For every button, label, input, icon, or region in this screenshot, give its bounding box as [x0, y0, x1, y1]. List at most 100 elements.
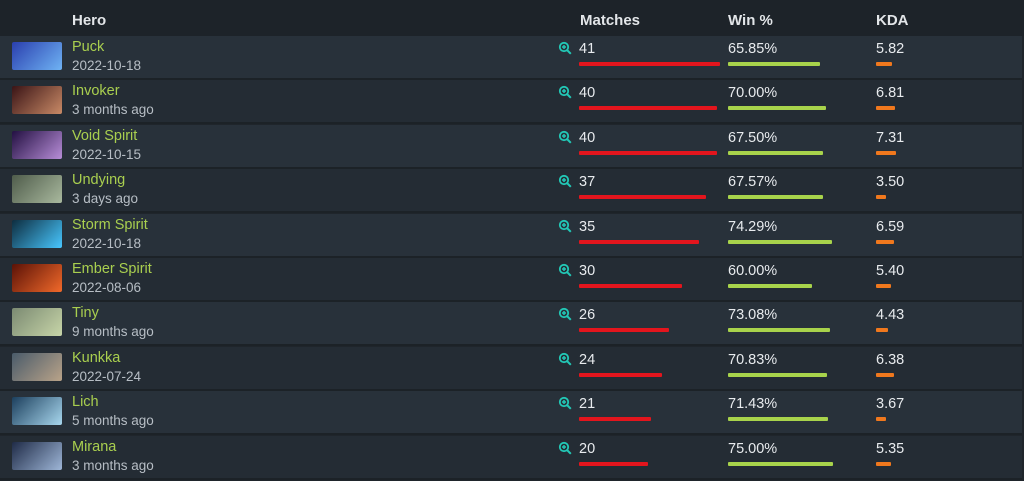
magnifier-plus-icon[interactable] [558, 85, 572, 99]
hero-portrait-image [12, 308, 62, 336]
hero-portrait-image [12, 131, 62, 159]
hero-portrait[interactable] [12, 442, 62, 470]
hero-portrait[interactable] [12, 308, 62, 336]
matches-value: 41 [579, 41, 596, 57]
magnifier-plus-icon[interactable] [558, 396, 572, 410]
matches-value: 40 [579, 130, 596, 146]
winrate-bar [728, 240, 832, 244]
winrate-bar [728, 151, 823, 155]
last-played-date: 2022-10-18 [72, 58, 142, 73]
hero-portrait-image [12, 264, 62, 292]
table-row[interactable]: Tiny 9 months ago 26 73.08% 4.43 [0, 302, 1022, 346]
matches-bar [579, 373, 662, 377]
winrate-value: 74.29% [728, 219, 778, 235]
table-row[interactable]: Lich 5 months ago 21 71.43% 3.67 [0, 391, 1022, 435]
hero-name-link[interactable]: Kunkka [72, 350, 121, 366]
magnifier-plus-icon[interactable] [558, 263, 572, 277]
hero-portrait[interactable] [12, 353, 62, 381]
kda-bar [876, 106, 895, 110]
kda-bar [876, 462, 891, 466]
kda-bar [876, 284, 891, 288]
hero-name-link[interactable]: Undying [72, 172, 126, 188]
hero-portrait-image [12, 353, 62, 381]
matches-bar [579, 62, 720, 66]
matches-value: 40 [579, 85, 596, 101]
magnifier-plus-icon[interactable] [558, 219, 572, 233]
kda-bar [876, 417, 886, 421]
hero-name-link[interactable]: Storm Spirit [72, 217, 148, 233]
last-played-date: 2022-08-06 [72, 280, 142, 295]
matches-value: 30 [579, 263, 596, 279]
last-played-date: 3 months ago [72, 102, 154, 117]
magnifier-plus-icon[interactable] [558, 41, 572, 55]
hero-portrait-image [12, 42, 62, 70]
table-header: Hero Matches Win % KDA [0, 0, 1024, 36]
kda-bar [876, 240, 894, 244]
magnifier-plus-icon[interactable] [558, 130, 572, 144]
magnifier-plus-icon[interactable] [558, 307, 572, 321]
hero-name-link[interactable]: Lich [72, 394, 99, 410]
table-row[interactable]: Puck 2022-10-18 41 65.85% 5.82 [0, 36, 1022, 80]
winrate-value: 75.00% [728, 441, 778, 457]
kda-value: 6.81 [876, 85, 905, 101]
magnifier-plus-icon[interactable] [558, 352, 572, 366]
last-played-date: 5 months ago [72, 413, 154, 428]
table-row[interactable]: Mirana 3 months ago 20 75.00% 5.35 [0, 436, 1022, 480]
hero-portrait[interactable] [12, 264, 62, 292]
kda-value: 5.82 [876, 41, 905, 57]
hero-name-link[interactable]: Mirana [72, 439, 117, 455]
matches-value: 20 [579, 441, 596, 457]
winrate-value: 60.00% [728, 263, 778, 279]
winrate-bar [728, 417, 828, 421]
table-row[interactable]: Invoker 3 months ago 40 70.00% 6.81 [0, 80, 1022, 124]
hero-portrait[interactable] [12, 220, 62, 248]
hero-name-link[interactable]: Tiny [72, 305, 99, 321]
hero-portrait-image [12, 397, 62, 425]
hero-portrait-image [12, 86, 62, 114]
header-matches[interactable]: Matches [580, 12, 641, 29]
matches-bar [579, 284, 682, 288]
winrate-value: 73.08% [728, 307, 778, 323]
hero-name-link[interactable]: Ember Spirit [72, 261, 152, 277]
winrate-bar [728, 284, 812, 288]
table-row[interactable]: Kunkka 2022-07-24 24 70.83% 6.38 [0, 347, 1022, 391]
magnifier-plus-icon[interactable] [558, 441, 572, 455]
hero-portrait[interactable] [12, 175, 62, 203]
winrate-bar [728, 373, 827, 377]
hero-portrait[interactable] [12, 86, 62, 114]
winrate-value: 70.00% [728, 85, 778, 101]
hero-portrait[interactable] [12, 42, 62, 70]
hero-portrait-image [12, 175, 62, 203]
last-played-date: 3 days ago [72, 191, 139, 206]
table-row[interactable]: Ember Spirit 2022-08-06 30 60.00% 5.40 [0, 258, 1022, 302]
winrate-value: 67.50% [728, 130, 778, 146]
last-played-date: 2022-10-15 [72, 147, 142, 162]
matches-bar [579, 195, 706, 199]
matches-bar [579, 462, 648, 466]
hero-portrait[interactable] [12, 131, 62, 159]
winrate-bar [728, 195, 823, 199]
hero-name-link[interactable]: Invoker [72, 83, 120, 99]
hero-portrait[interactable] [12, 397, 62, 425]
header-winrate[interactable]: Win % [728, 12, 773, 29]
table-row[interactable]: Storm Spirit 2022-10-18 35 74.29% 6.59 [0, 214, 1022, 258]
hero-name-link[interactable]: Puck [72, 39, 105, 55]
header-hero[interactable]: Hero [72, 12, 107, 29]
matches-value: 26 [579, 307, 596, 323]
magnifier-plus-icon[interactable] [558, 174, 572, 188]
matches-value: 35 [579, 219, 596, 235]
table-row[interactable]: Void Spirit 2022-10-15 40 67.50% 7.31 [0, 125, 1022, 169]
last-played-date: 3 months ago [72, 458, 154, 473]
table-row[interactable]: Undying 3 days ago 37 67.57% 3.50 [0, 169, 1022, 213]
matches-bar [579, 151, 717, 155]
winrate-value: 65.85% [728, 41, 778, 57]
kda-bar [876, 195, 886, 199]
kda-bar [876, 373, 894, 377]
kda-bar [876, 151, 896, 155]
matches-bar [579, 417, 651, 421]
winrate-bar [728, 106, 826, 110]
matches-bar [579, 328, 669, 332]
hero-name-link[interactable]: Void Spirit [72, 128, 138, 144]
header-kda[interactable]: KDA [876, 12, 909, 29]
